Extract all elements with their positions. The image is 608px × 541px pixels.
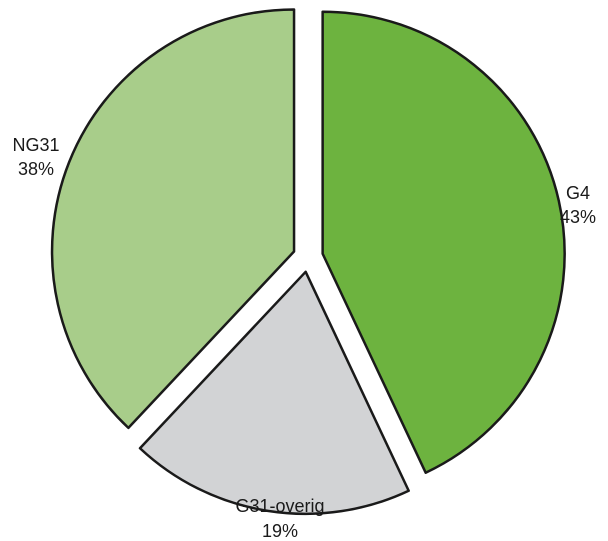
slice-value-g31-overig: 19% [262, 521, 298, 541]
pie-labels: G4 43% G31-overig 19% NG31 38% [12, 135, 596, 541]
pie-slice-g4 [321, 10, 566, 474]
slice-value-ng31: 38% [18, 159, 54, 179]
slice-value-g4: 43% [560, 207, 596, 227]
pie-slice-ng31 [50, 8, 296, 430]
slice-label-ng31: NG31 [12, 135, 59, 155]
slice-label-g31-overig: G31-overig [235, 496, 324, 516]
pie-slices [50, 8, 566, 515]
slice-label-g4: G4 [566, 183, 590, 203]
pie-slice-g31-overig [138, 270, 410, 515]
